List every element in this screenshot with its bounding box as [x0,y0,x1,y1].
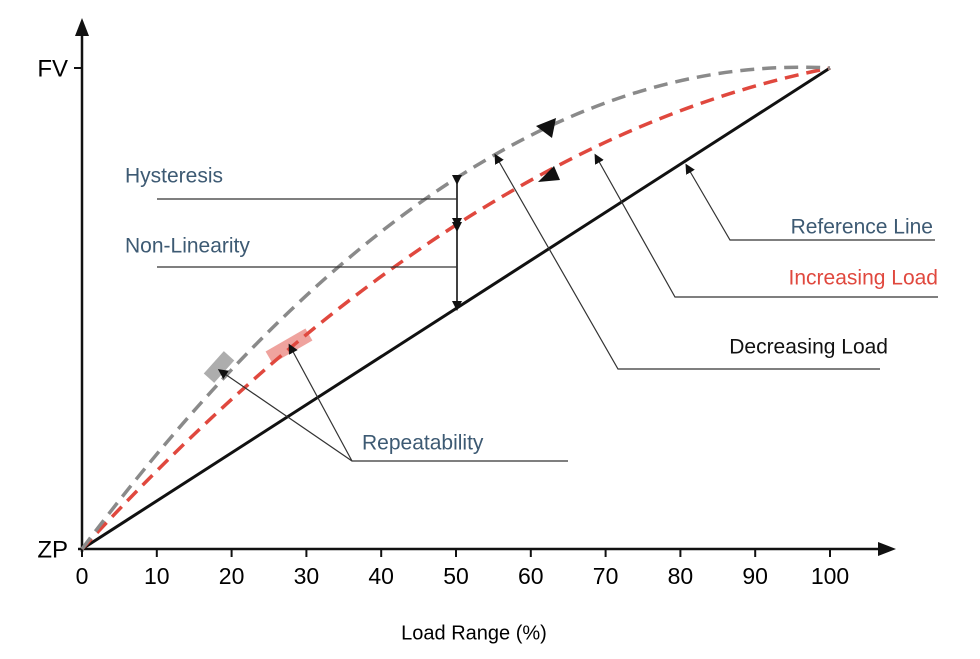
x-tick-label: 70 [593,563,619,589]
x-axis-title: Load Range (%) [401,622,547,644]
x-tick-label: 50 [443,563,469,589]
reference-line [81,66,831,551]
x-ticks: 0 10 20 30 40 50 60 70 80 90 100 [76,549,849,589]
x-axis-arrow [878,542,896,556]
x-tick-label: 100 [811,563,849,589]
leader [685,163,935,241]
decreasing-load-label: Decreasing Load [729,336,888,359]
zp-label: ZP [37,536,68,563]
repeatability-red [265,328,313,364]
increasing-arrow [538,166,560,182]
x-tick-label: 80 [668,563,694,589]
repeatability-grey [203,351,235,383]
x-tick-label: 90 [742,563,768,589]
x-tick-label: 10 [144,563,170,589]
non-linearity-label: Non-Linearity [125,235,250,258]
hysteresis-label: Hysteresis [125,165,223,188]
leader [288,343,353,462]
repeatability-label: Repeatability [362,432,484,455]
reference-line-label: Reference Line [791,216,933,239]
leader [494,153,880,370]
x-tick-label: 60 [518,563,544,589]
fv-label: FV [37,55,68,82]
x-tick-label: 20 [219,563,245,589]
x-tick-label: 40 [368,563,394,589]
decreasing-arrow [536,118,556,138]
y-axis-arrow [75,18,89,36]
increasing-load-label: Increasing Load [789,267,938,290]
x-tick-label: 0 [76,563,89,589]
x-tick-label: 30 [294,563,320,589]
leader [594,153,938,298]
